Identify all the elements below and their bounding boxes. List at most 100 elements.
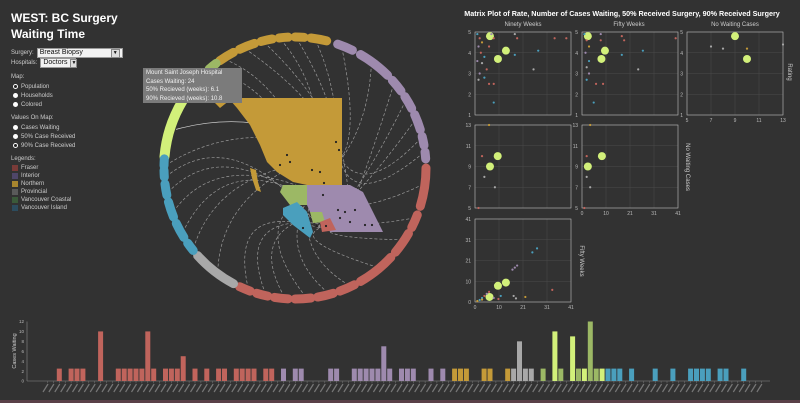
bar[interactable] [558,368,564,381]
hospital-marker[interactable] [353,208,357,212]
highlighted-point[interactable] [743,54,751,63]
bar[interactable] [611,368,617,381]
region-haida-gwaii[interactable] [250,168,261,192]
bar[interactable] [517,341,522,381]
hospital-arc[interactable] [335,280,359,296]
hospital-marker[interactable] [301,226,305,230]
bar[interactable] [239,368,245,381]
hospital-arc[interactable] [159,95,188,162]
bar[interactable] [145,331,151,381]
highlighted-point[interactable] [731,32,739,41]
bar[interactable] [452,368,458,381]
bar[interactable] [363,368,369,381]
radio-button[interactable] [13,84,18,89]
scatter-point[interactable] [511,268,514,271]
value-option-50-case-received[interactable]: 50% Case Received [13,132,141,141]
hospital-marker[interactable] [278,163,282,167]
highlighted-point[interactable] [485,162,494,171]
scatter-point[interactable] [476,59,479,63]
scatter-point[interactable] [483,55,486,59]
scatter-point[interactable] [492,82,495,85]
scatter-point[interactable] [583,32,586,36]
highlighted-point[interactable] [600,46,609,55]
hospital-marker[interactable] [336,208,340,212]
bar[interactable] [269,368,275,381]
scatter-point[interactable] [620,53,623,56]
scatter-point[interactable] [487,290,491,293]
bar[interactable] [694,368,699,381]
hospital-marker[interactable] [285,153,289,157]
radio-button[interactable] [13,134,18,139]
bar[interactable] [511,368,517,381]
hospital-marker[interactable] [321,193,325,197]
bar[interactable] [587,321,593,382]
bar[interactable] [139,368,145,381]
hospital-arc[interactable] [256,34,277,46]
bar[interactable] [151,368,157,381]
bar[interactable] [570,336,576,381]
bar[interactable] [133,368,139,381]
scatter-point[interactable] [513,53,516,56]
bar[interactable] [440,368,446,381]
hospital-arc[interactable] [235,282,255,296]
scatter-point[interactable] [499,294,502,298]
radio-button[interactable] [13,102,18,107]
bar[interactable] [458,368,463,381]
bar[interactable] [723,368,729,381]
bar[interactable] [192,368,198,381]
scatter-point[interactable] [487,123,491,127]
scatter-point[interactable] [477,78,480,81]
scatter-point[interactable] [537,49,540,52]
scatter-point[interactable] [531,251,534,254]
bar[interactable] [222,368,227,381]
radio-button[interactable] [13,143,18,148]
bar[interactable] [357,368,363,381]
scatter-point[interactable] [480,155,484,158]
map-option-households[interactable]: Households [13,91,141,100]
scatter-point[interactable] [585,39,588,42]
scatter-point[interactable] [535,247,539,250]
hospital-marker[interactable] [338,216,342,220]
bar[interactable] [410,368,416,381]
bar[interactable] [741,368,747,381]
bar[interactable] [387,368,393,381]
bar[interactable] [98,331,104,381]
scatter-point[interactable] [513,32,516,36]
hospitals-select[interactable]: Doctors ▼ [40,58,78,68]
scatter-point[interactable] [594,82,598,85]
bar[interactable] [487,368,493,381]
hospital-arc[interactable] [387,75,406,96]
scatter-point[interactable] [483,76,486,79]
highlighted-point[interactable] [583,32,592,41]
highlighted-point[interactable] [597,54,606,63]
scatter-point[interactable] [599,39,602,42]
scatter-point[interactable] [623,39,626,42]
bar[interactable] [670,368,676,381]
bar[interactable] [381,346,387,381]
highlighted-point[interactable] [583,162,592,171]
bar[interactable] [174,368,180,381]
highlighted-point[interactable] [485,32,494,41]
bar[interactable] [292,368,298,381]
hospital-arc[interactable] [313,288,338,302]
hospital-marker[interactable] [324,224,328,228]
bar[interactable] [56,368,62,381]
scatter-point[interactable] [516,264,519,267]
scatter-point[interactable] [674,37,677,40]
hospital-marker[interactable] [343,210,347,214]
highlighted-point[interactable] [501,46,510,55]
map-option-colored[interactable]: Colored [13,100,141,109]
scatter-point[interactable] [601,82,605,85]
hospital-marker[interactable] [288,160,292,164]
bar[interactable] [204,368,210,381]
scatter-point[interactable] [587,59,591,63]
scatter-point[interactable] [709,45,713,48]
hospital-arc[interactable] [163,197,179,222]
bar[interactable] [599,368,605,381]
value-option-90-case-received[interactable]: 90% Case Received [13,141,141,150]
hospital-marker[interactable] [370,223,374,227]
hospital-arc[interactable] [400,92,417,114]
hospital-arc[interactable] [333,39,357,55]
bar[interactable] [251,368,257,381]
hospital-arc[interactable] [390,229,413,257]
